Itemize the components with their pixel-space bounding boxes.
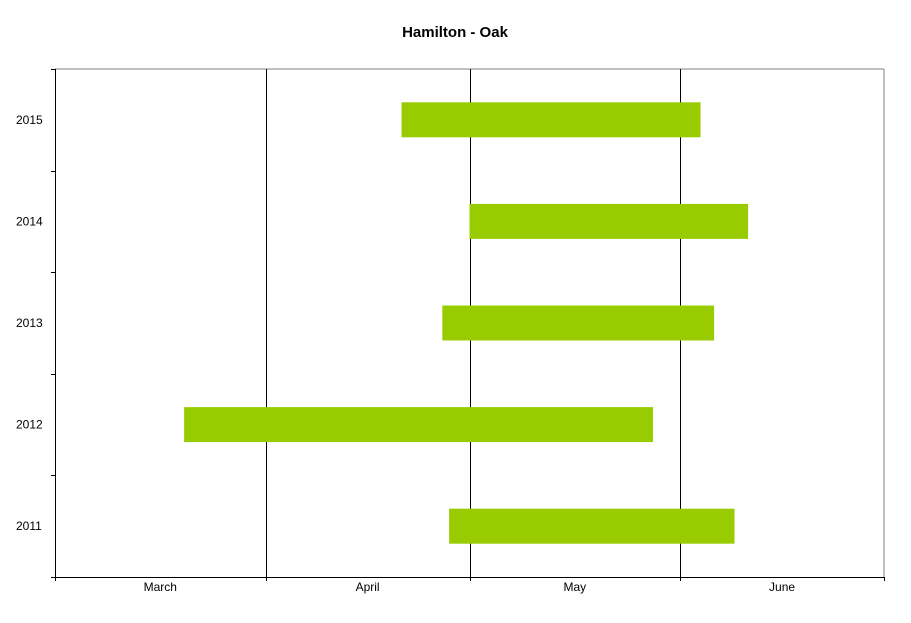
bar-2013 [442, 305, 715, 341]
plot-frame [55, 68, 885, 577]
y-tick-label: 2013 [16, 316, 43, 330]
y-tick-label: 2011 [16, 519, 42, 533]
y-tick-label: 2014 [16, 214, 43, 228]
bars [184, 102, 749, 544]
chart-title: Hamilton - Oak [402, 24, 509, 41]
x-tick-label: April [356, 580, 380, 594]
y-tick-label: 2015 [16, 113, 43, 127]
y-axis: 2015 2014 2013 2012 2011 [16, 69, 56, 578]
x-tick-label: March [144, 580, 177, 594]
x-axis: March April May June [55, 577, 885, 594]
y-tick-label: 2012 [16, 418, 43, 432]
x-tick-label: June [769, 580, 795, 594]
bar-2015 [401, 102, 701, 138]
bar-2011 [449, 508, 735, 544]
x-tick-label: May [563, 580, 586, 594]
bar-2014 [469, 203, 749, 239]
bar-2012 [184, 407, 653, 443]
